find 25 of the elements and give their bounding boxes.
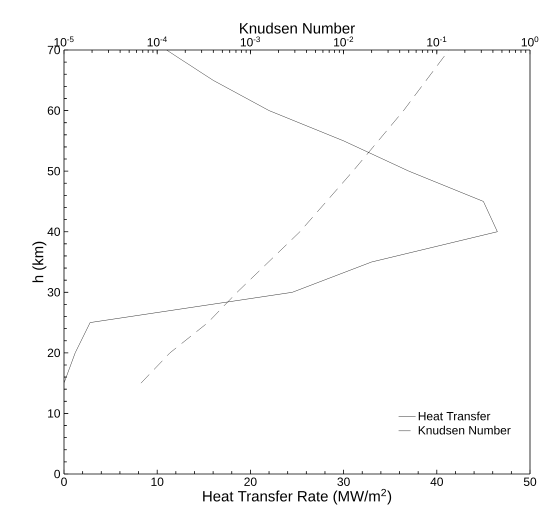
x2-tick-label: 10$^{-5}$ xyxy=(54,36,74,46)
x-tick-label: 10 xyxy=(151,478,164,486)
x-tick-label: 50 xyxy=(524,478,536,486)
y-tick-label: 70 xyxy=(48,46,60,54)
y-tick-label: 0 xyxy=(54,470,60,478)
x-axis-title: Heat Transfer Rate (MW/m$^{2}$) xyxy=(203,488,392,504)
y-tick-label: 40 xyxy=(47,227,60,236)
x-tick-label: 30 xyxy=(337,478,350,486)
x2-tick-label: 10$^{-2}$ xyxy=(334,36,354,46)
x2-tick-label: 10$^{-1}$ xyxy=(427,36,446,46)
y-axis-title: h (km) xyxy=(32,242,46,282)
y-tick-label: 50 xyxy=(48,166,60,176)
x-tick-label: 0 xyxy=(61,478,67,486)
x2-tick-label: 10$^{-3}$ xyxy=(240,36,260,46)
x2-tick-label: 10$^{0}$ xyxy=(522,36,538,46)
x-tick-label: 40 xyxy=(430,478,443,486)
legend-label: Heat Transfer xyxy=(418,412,490,420)
y-tick-label: 20 xyxy=(48,348,60,358)
y-tick-label: 10 xyxy=(48,409,60,418)
legend-label: Knudsen Number xyxy=(418,426,511,435)
x2-axis-title: Knudsen Number xyxy=(240,22,355,34)
x-tick-label: 20 xyxy=(244,478,257,486)
y-tick-label: 30 xyxy=(48,288,60,297)
y-tick-label: 60 xyxy=(48,106,60,115)
x2-tick-label: 10$^{-4}$ xyxy=(148,36,167,46)
